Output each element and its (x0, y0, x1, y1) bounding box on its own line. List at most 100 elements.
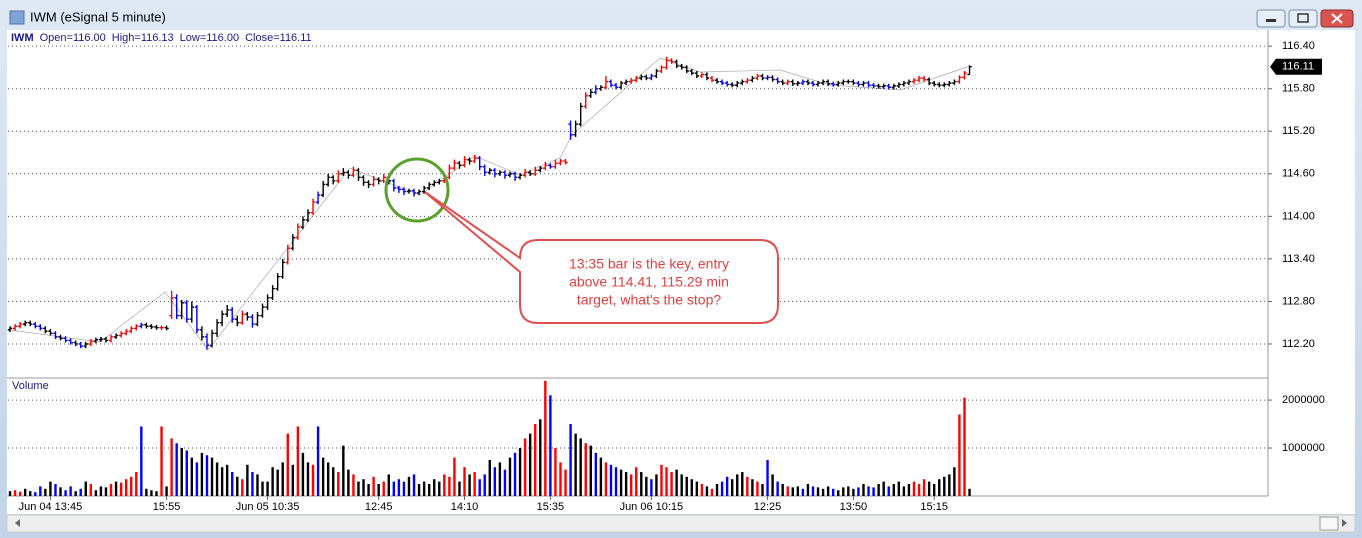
x-tick-label: 14:10 (451, 501, 479, 513)
minimize-button[interactable] (1256, 9, 1286, 28)
volume-bar (675, 469, 678, 496)
volume-bar (872, 487, 875, 496)
volume-bar (296, 426, 300, 496)
volume-bar (927, 481, 931, 496)
volume-bar (301, 452, 305, 496)
volume-bar (670, 472, 673, 496)
volume-bar (316, 426, 320, 496)
quote-low: Low=116.00 (180, 32, 239, 44)
volume-bar (8, 491, 12, 496)
volume-bar (650, 479, 653, 496)
scroll-left[interactable] (15, 519, 20, 527)
volume-bar (826, 486, 830, 496)
volume-bar (685, 476, 688, 496)
volume-bar (725, 476, 729, 496)
volume-bar (518, 448, 522, 496)
volume-bar (958, 414, 961, 496)
volume-bar (236, 476, 239, 496)
volume-bar (700, 484, 704, 496)
volume-bar (483, 474, 486, 496)
volume-bar (791, 487, 794, 496)
y-tick-label: 115.20 (1282, 125, 1315, 137)
volume-bar (286, 433, 289, 496)
volume-bar (190, 457, 194, 496)
scroll-right[interactable] (1342, 519, 1347, 527)
volume-bar (902, 486, 906, 496)
app-icon (9, 10, 25, 25)
volume-bar (544, 380, 547, 496)
volume-bar (523, 438, 527, 496)
volume-bar (887, 486, 890, 496)
y-tick-label: 114.60 (1282, 168, 1315, 180)
volume-bar (215, 462, 219, 496)
scrollbar[interactable] (6, 514, 1356, 533)
volume-bar (559, 462, 562, 496)
volume-bar (34, 492, 37, 496)
volume-bar (422, 481, 426, 496)
volume-bar (251, 472, 254, 496)
volume-bar (629, 474, 633, 496)
volume-label: Volume (12, 380, 49, 392)
volume-bar (837, 490, 840, 496)
volume-bar (948, 474, 951, 496)
maximize-icon (1297, 13, 1309, 23)
volume-bar (847, 486, 850, 496)
volume-bar (13, 490, 17, 496)
volume-bar (276, 469, 279, 496)
volume-bar (938, 479, 941, 496)
volume-bar (493, 467, 497, 496)
volume-bar (23, 488, 27, 496)
y-tick-label: 112.20 (1282, 338, 1315, 350)
x-tick-label: Jun 04 13:45 (19, 501, 83, 513)
volume-bar (412, 474, 416, 496)
volume-bar (614, 467, 618, 496)
volume-bar (842, 487, 845, 496)
volume-bar (185, 450, 188, 496)
volume-bar (407, 476, 411, 496)
symbol: IWM (11, 32, 34, 44)
volume-bar (119, 482, 123, 496)
volume-bar (266, 481, 269, 496)
scroll-track[interactable] (6, 514, 1356, 533)
volume-bar (84, 481, 87, 496)
volume-bar (231, 472, 234, 496)
volume-bar (736, 474, 739, 496)
y-tick-label: 113.40 (1282, 253, 1315, 265)
x-tick-label: 13:50 (840, 501, 868, 513)
volume-bar (337, 472, 340, 496)
volume-bar (306, 462, 310, 496)
maximize-button[interactable] (1288, 9, 1318, 28)
volume-bar (59, 487, 62, 496)
volume-bar (680, 474, 683, 496)
quote-close: Close=116.11 (245, 32, 312, 44)
volume-bar (786, 486, 789, 496)
volume-bar (640, 472, 643, 496)
volume-bar (79, 488, 82, 496)
volume-bar (448, 476, 451, 496)
volume-bar (549, 395, 552, 496)
volume-bar (74, 491, 77, 496)
volume-bar (569, 424, 572, 496)
volume-bar (953, 467, 956, 496)
y-tick-label: 2000000 (1282, 394, 1325, 406)
volume-bar (645, 476, 648, 496)
volume-bar (225, 464, 229, 496)
x-tick-label: 12:25 (754, 501, 782, 513)
window-buttons[interactable] (1256, 9, 1354, 28)
volume-bar (917, 484, 921, 496)
callout-text: 13:35 bar is the key, entry (569, 256, 729, 272)
volume-bar (321, 457, 325, 496)
volume-bar (367, 484, 370, 496)
volume-bar (867, 486, 870, 496)
y-tick-label: 114.00 (1282, 210, 1315, 222)
callout-text: above 114.41, 115.29 min (569, 274, 729, 290)
volume-bar (862, 484, 865, 496)
volume-bar (892, 484, 895, 496)
last-price-label: 116.11 (1282, 61, 1314, 73)
volume-bar (124, 479, 128, 496)
volume-bar (574, 433, 577, 496)
volume-bar (114, 481, 118, 496)
scroll-thumb[interactable] (1319, 516, 1339, 531)
highlight-circle (384, 157, 450, 223)
volume-bar (357, 481, 360, 496)
